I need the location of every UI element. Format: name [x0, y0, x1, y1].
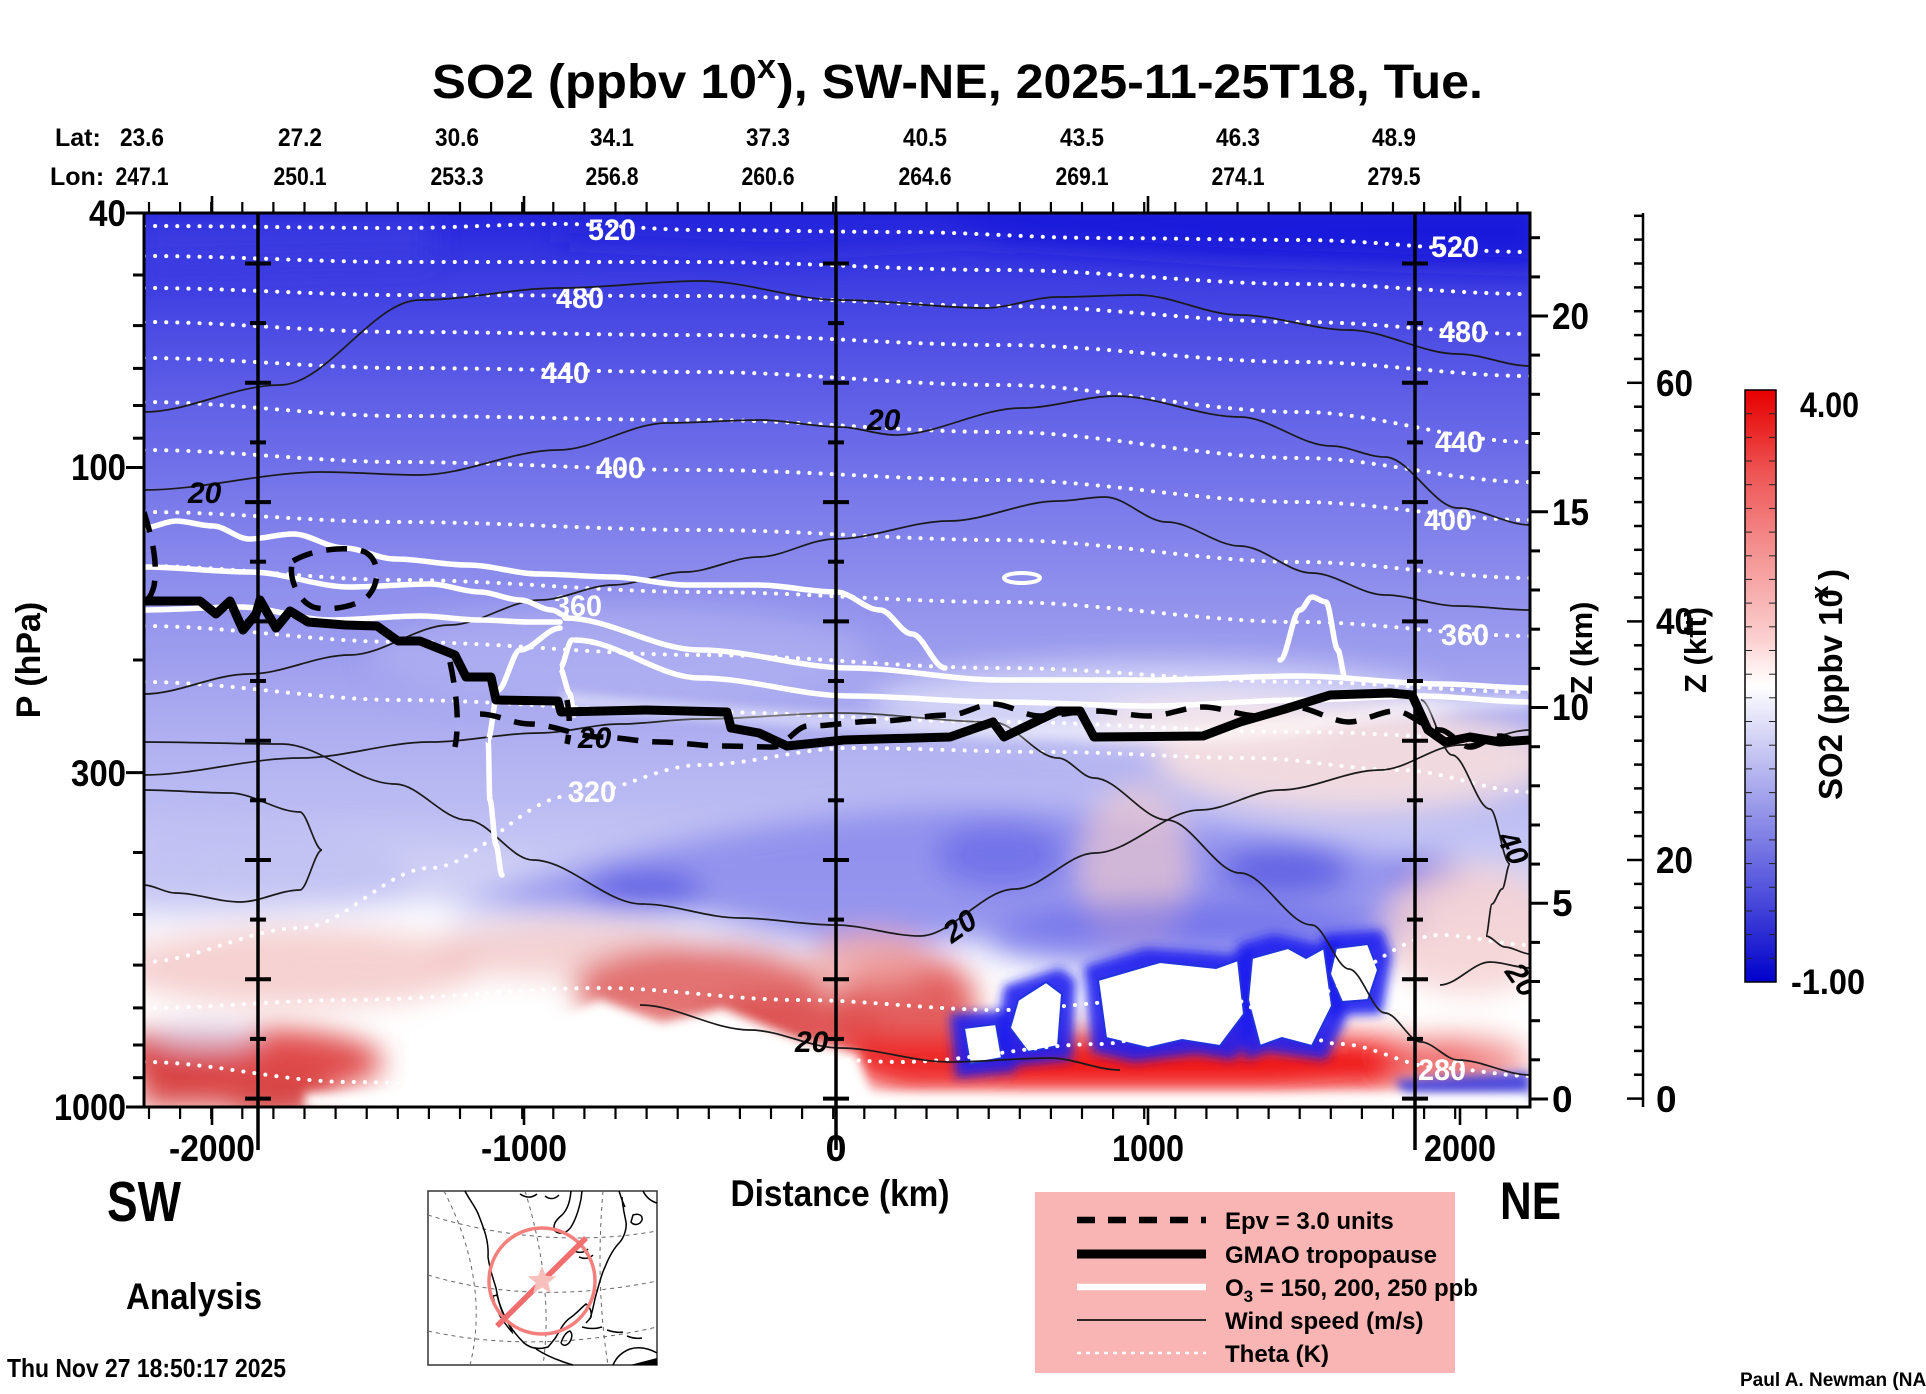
svg-text:4.00: 4.00 — [1800, 386, 1859, 425]
svg-text:27.2: 27.2 — [278, 124, 322, 152]
svg-text:520: 520 — [1431, 231, 1479, 264]
svg-text:480: 480 — [1439, 316, 1487, 349]
svg-text:-1000: -1000 — [481, 1128, 567, 1169]
svg-text:260.6: 260.6 — [742, 163, 795, 191]
svg-text:Lat:: Lat: — [55, 124, 101, 152]
svg-text:1000: 1000 — [1112, 1128, 1184, 1169]
svg-text:37.3: 37.3 — [746, 124, 790, 152]
svg-text:20: 20 — [866, 404, 901, 437]
svg-text:-2000: -2000 — [169, 1128, 255, 1169]
svg-text:SW: SW — [107, 1170, 181, 1234]
svg-text:NE: NE — [1500, 1172, 1561, 1231]
svg-text:Thu Nov 27 18:50:17 2025: Thu Nov 27 18:50:17 2025 — [7, 1353, 286, 1383]
svg-text:SO2 (ppbv 10: SO2 (ppbv 10 — [1812, 589, 1849, 800]
svg-text:), SW-NE, 2025-11-25T18, Tue.: ), SW-NE, 2025-11-25T18, Tue. — [777, 56, 1483, 109]
svg-text:P (hPa): P (hPa) — [10, 602, 48, 719]
svg-text:253.3: 253.3 — [431, 163, 484, 191]
svg-text:5: 5 — [1552, 883, 1573, 924]
svg-text:10: 10 — [1552, 687, 1589, 728]
svg-text:Distance (km): Distance (km) — [731, 1173, 950, 1214]
svg-text:Lon:: Lon: — [50, 163, 104, 191]
svg-text:SO2 (ppbv 10: SO2 (ppbv 10 — [432, 56, 757, 109]
svg-text:Z (km): Z (km) — [1564, 602, 1599, 695]
svg-text:40: 40 — [89, 193, 126, 234]
svg-text:Epv = 3.0 units: Epv = 3.0 units — [1225, 1208, 1394, 1235]
svg-text:280: 280 — [1418, 1054, 1466, 1087]
svg-text:23.6: 23.6 — [120, 124, 164, 152]
svg-text:247.1: 247.1 — [116, 163, 169, 191]
svg-text:256.8: 256.8 — [586, 163, 639, 191]
svg-text:Theta (K): Theta (K) — [1225, 1341, 1329, 1368]
svg-text:269.1: 269.1 — [1056, 163, 1109, 191]
svg-text:279.5: 279.5 — [1368, 163, 1421, 191]
svg-text:): ) — [1812, 569, 1849, 580]
svg-text:400: 400 — [1424, 504, 1472, 537]
svg-text:-1.00: -1.00 — [1791, 963, 1865, 1002]
svg-text:320: 320 — [568, 776, 616, 809]
svg-text:400: 400 — [596, 452, 644, 485]
svg-text:0: 0 — [1552, 1079, 1573, 1120]
svg-text:1000: 1000 — [54, 1087, 126, 1128]
svg-text:20: 20 — [1552, 296, 1589, 337]
svg-text:440: 440 — [541, 357, 589, 390]
svg-text:GMAO tropopause: GMAO tropopause — [1225, 1242, 1437, 1269]
svg-text:60: 60 — [1656, 363, 1693, 404]
svg-text:20: 20 — [1656, 840, 1693, 881]
svg-text:360: 360 — [1441, 619, 1489, 652]
svg-text:20: 20 — [794, 1026, 829, 1059]
svg-text:O3 = 150, 200, 250 ppb: O3 = 150, 200, 250 ppb — [1225, 1275, 1478, 1306]
svg-text:0: 0 — [1656, 1079, 1677, 1120]
svg-text:Analysis: Analysis — [126, 1276, 262, 1317]
svg-text:46.3: 46.3 — [1216, 124, 1260, 152]
svg-text:48.9: 48.9 — [1372, 124, 1416, 152]
svg-text:300: 300 — [71, 753, 126, 794]
svg-text:x: x — [1807, 585, 1834, 599]
svg-text:250.1: 250.1 — [274, 163, 327, 191]
svg-text:40.5: 40.5 — [903, 124, 947, 152]
svg-text:440: 440 — [1435, 426, 1483, 459]
svg-text:520: 520 — [588, 214, 636, 247]
svg-text:Paul A. Newman (NASA/GSFC): Paul A. Newman (NASA/GSFC) — [1740, 1370, 1926, 1391]
svg-text:15: 15 — [1552, 492, 1589, 533]
svg-text:20: 20 — [187, 477, 222, 510]
svg-text:34.1: 34.1 — [590, 124, 634, 152]
svg-text:43.5: 43.5 — [1060, 124, 1104, 152]
svg-text:264.6: 264.6 — [899, 163, 952, 191]
svg-text:274.1: 274.1 — [1212, 163, 1265, 191]
svg-text:Wind speed (m/s): Wind speed (m/s) — [1225, 1308, 1423, 1335]
svg-text:100: 100 — [71, 447, 126, 488]
svg-text:x: x — [757, 48, 776, 86]
svg-text:40: 40 — [1656, 601, 1693, 642]
svg-text:Z (kft): Z (kft) — [1678, 607, 1713, 693]
svg-text:2000: 2000 — [1424, 1128, 1496, 1169]
svg-text:30.6: 30.6 — [435, 124, 479, 152]
svg-text:0: 0 — [826, 1128, 847, 1169]
